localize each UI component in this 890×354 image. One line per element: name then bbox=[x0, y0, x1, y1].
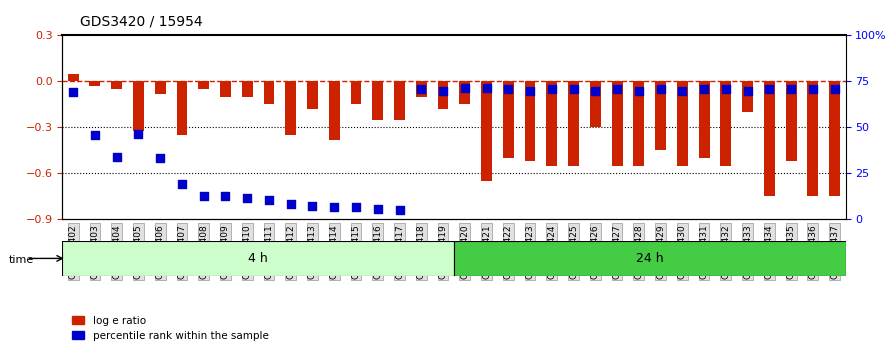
Point bbox=[197, 194, 211, 199]
Bar bbox=[133, 81, 144, 131]
Point bbox=[762, 86, 776, 92]
Point bbox=[588, 88, 603, 93]
Text: GDS3420 / 15954: GDS3420 / 15954 bbox=[80, 14, 203, 28]
Bar bbox=[590, 81, 601, 127]
Point bbox=[88, 132, 102, 138]
Bar bbox=[155, 81, 166, 94]
Point bbox=[240, 195, 255, 201]
Point bbox=[740, 88, 755, 93]
Point bbox=[153, 155, 167, 161]
Bar bbox=[720, 81, 732, 166]
Bar bbox=[351, 81, 361, 104]
Bar bbox=[220, 81, 231, 97]
Bar bbox=[328, 81, 340, 140]
Bar bbox=[677, 81, 688, 166]
Bar bbox=[655, 81, 666, 150]
Bar bbox=[699, 81, 709, 158]
FancyBboxPatch shape bbox=[454, 241, 846, 276]
Bar bbox=[90, 81, 101, 86]
Point bbox=[610, 86, 624, 92]
Point bbox=[523, 88, 538, 93]
Bar bbox=[307, 81, 318, 109]
Point bbox=[262, 197, 276, 202]
Bar bbox=[568, 81, 579, 166]
Point bbox=[566, 86, 580, 92]
Legend: log e ratio, percentile rank within the sample: log e ratio, percentile rank within the … bbox=[68, 312, 272, 345]
Bar bbox=[829, 81, 840, 196]
Point bbox=[328, 204, 342, 210]
Bar bbox=[68, 74, 78, 81]
Text: 4 h: 4 h bbox=[248, 252, 268, 265]
Bar bbox=[807, 81, 818, 196]
Bar bbox=[611, 81, 622, 166]
Point bbox=[414, 86, 428, 92]
Point bbox=[457, 85, 472, 90]
Point bbox=[370, 206, 384, 212]
Bar bbox=[459, 81, 470, 104]
Bar bbox=[546, 81, 557, 166]
Bar bbox=[176, 81, 188, 135]
Point bbox=[653, 86, 668, 92]
Point bbox=[784, 86, 798, 92]
Point bbox=[501, 86, 515, 92]
Bar bbox=[742, 81, 753, 112]
Point bbox=[174, 181, 189, 187]
Bar bbox=[394, 81, 405, 120]
Point bbox=[545, 86, 559, 92]
Point bbox=[480, 85, 494, 90]
Bar bbox=[438, 81, 449, 109]
Point bbox=[719, 86, 733, 92]
Bar bbox=[634, 81, 644, 166]
Bar bbox=[111, 81, 122, 89]
Bar bbox=[503, 81, 514, 158]
Point bbox=[284, 201, 298, 207]
Bar bbox=[524, 81, 536, 161]
Point bbox=[109, 154, 124, 159]
Point bbox=[805, 86, 820, 92]
Bar bbox=[481, 81, 492, 181]
Point bbox=[66, 89, 80, 95]
Bar bbox=[416, 81, 426, 97]
Bar bbox=[263, 81, 274, 104]
Point bbox=[392, 207, 407, 213]
Point bbox=[349, 204, 363, 210]
Bar bbox=[372, 81, 384, 120]
Bar bbox=[786, 81, 797, 161]
Bar bbox=[764, 81, 775, 196]
Bar bbox=[198, 81, 209, 89]
Point bbox=[632, 88, 646, 93]
Point bbox=[697, 86, 711, 92]
FancyBboxPatch shape bbox=[62, 241, 454, 276]
Point bbox=[436, 88, 450, 93]
Text: time: time bbox=[9, 255, 34, 265]
Point bbox=[132, 131, 146, 136]
Point bbox=[676, 88, 690, 93]
Bar bbox=[242, 81, 253, 97]
Point bbox=[218, 194, 232, 199]
Point bbox=[828, 86, 842, 92]
Text: 24 h: 24 h bbox=[635, 252, 664, 265]
Bar bbox=[286, 81, 296, 135]
Point bbox=[305, 203, 320, 209]
